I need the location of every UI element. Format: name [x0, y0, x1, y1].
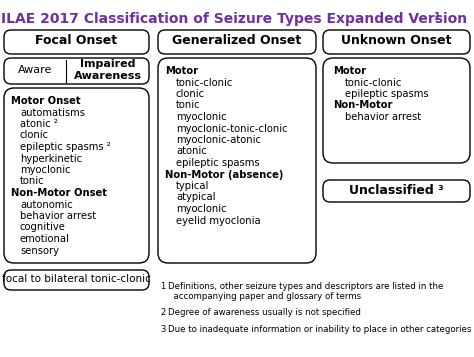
FancyBboxPatch shape — [158, 30, 316, 54]
Text: autonomic: autonomic — [20, 200, 73, 210]
Text: epileptic spasms ²: epileptic spasms ² — [20, 142, 111, 152]
Text: Unknown Onset: Unknown Onset — [341, 35, 452, 47]
Text: Impaired
Awareness: Impaired Awareness — [73, 59, 142, 81]
Text: Definitions, other seizure types and descriptors are listed in the
  accompanyin: Definitions, other seizure types and des… — [168, 282, 443, 301]
Text: Generalized Onset: Generalized Onset — [173, 35, 301, 47]
Text: typical: typical — [176, 181, 210, 191]
Text: 1: 1 — [160, 282, 165, 291]
Text: sensory: sensory — [20, 246, 59, 256]
Text: myoclonic-tonic-clonic: myoclonic-tonic-clonic — [176, 124, 288, 134]
Text: tonic-clonic: tonic-clonic — [345, 77, 402, 87]
Text: atonic: atonic — [176, 146, 207, 156]
Text: hyperkinetic: hyperkinetic — [20, 154, 82, 164]
FancyBboxPatch shape — [158, 58, 316, 263]
FancyBboxPatch shape — [323, 58, 470, 163]
FancyBboxPatch shape — [4, 88, 149, 263]
Text: Focal Onset: Focal Onset — [36, 35, 118, 47]
Text: epileptic spasms: epileptic spasms — [345, 89, 428, 99]
Text: tonic: tonic — [176, 101, 201, 111]
Text: tonic: tonic — [20, 176, 45, 186]
FancyBboxPatch shape — [323, 30, 470, 54]
Text: myoclonic: myoclonic — [176, 112, 227, 122]
Text: Motor: Motor — [333, 66, 366, 76]
Text: myoclonic-atonic: myoclonic-atonic — [176, 135, 261, 145]
Text: Non-Motor (absence): Non-Motor (absence) — [165, 170, 283, 180]
Text: Degree of awareness usually is not specified: Degree of awareness usually is not speci… — [168, 308, 361, 317]
Text: Non-Motor: Non-Motor — [333, 101, 392, 111]
Text: focal to bilateral tonic-clonic: focal to bilateral tonic-clonic — [2, 274, 151, 284]
FancyBboxPatch shape — [323, 180, 470, 202]
Text: Unclassified ³: Unclassified ³ — [349, 183, 444, 196]
Text: epileptic spasms: epileptic spasms — [176, 158, 260, 168]
Text: behavior arrest: behavior arrest — [20, 211, 96, 221]
Text: behavior arrest: behavior arrest — [345, 112, 421, 122]
Text: atonic ²: atonic ² — [20, 119, 58, 129]
Text: automatisms: automatisms — [20, 107, 85, 117]
Text: atypical: atypical — [176, 192, 216, 202]
Text: Non-Motor Onset: Non-Motor Onset — [11, 188, 107, 198]
Text: Aware: Aware — [18, 65, 52, 75]
Text: ILAE 2017 Classification of Seizure Types Expanded Version: ILAE 2017 Classification of Seizure Type… — [1, 12, 473, 26]
Text: myoclonic: myoclonic — [20, 165, 71, 175]
Text: cognitive: cognitive — [20, 222, 66, 232]
Text: tonic-clonic: tonic-clonic — [176, 77, 233, 87]
Text: Motor: Motor — [165, 66, 198, 76]
Text: clonic: clonic — [176, 89, 205, 99]
Text: 1: 1 — [434, 12, 440, 22]
Text: myoclonic: myoclonic — [176, 204, 227, 214]
FancyBboxPatch shape — [4, 270, 149, 290]
Text: Due to inadequate information or inability to place in other categories: Due to inadequate information or inabili… — [168, 325, 471, 334]
Text: Motor Onset: Motor Onset — [11, 96, 81, 106]
FancyBboxPatch shape — [4, 58, 149, 84]
Text: clonic: clonic — [20, 131, 49, 141]
Text: 3: 3 — [160, 325, 165, 334]
Text: emotional: emotional — [20, 234, 70, 244]
Text: eyelid myoclonia: eyelid myoclonia — [176, 216, 261, 226]
Text: 2: 2 — [160, 308, 165, 317]
FancyBboxPatch shape — [4, 30, 149, 54]
